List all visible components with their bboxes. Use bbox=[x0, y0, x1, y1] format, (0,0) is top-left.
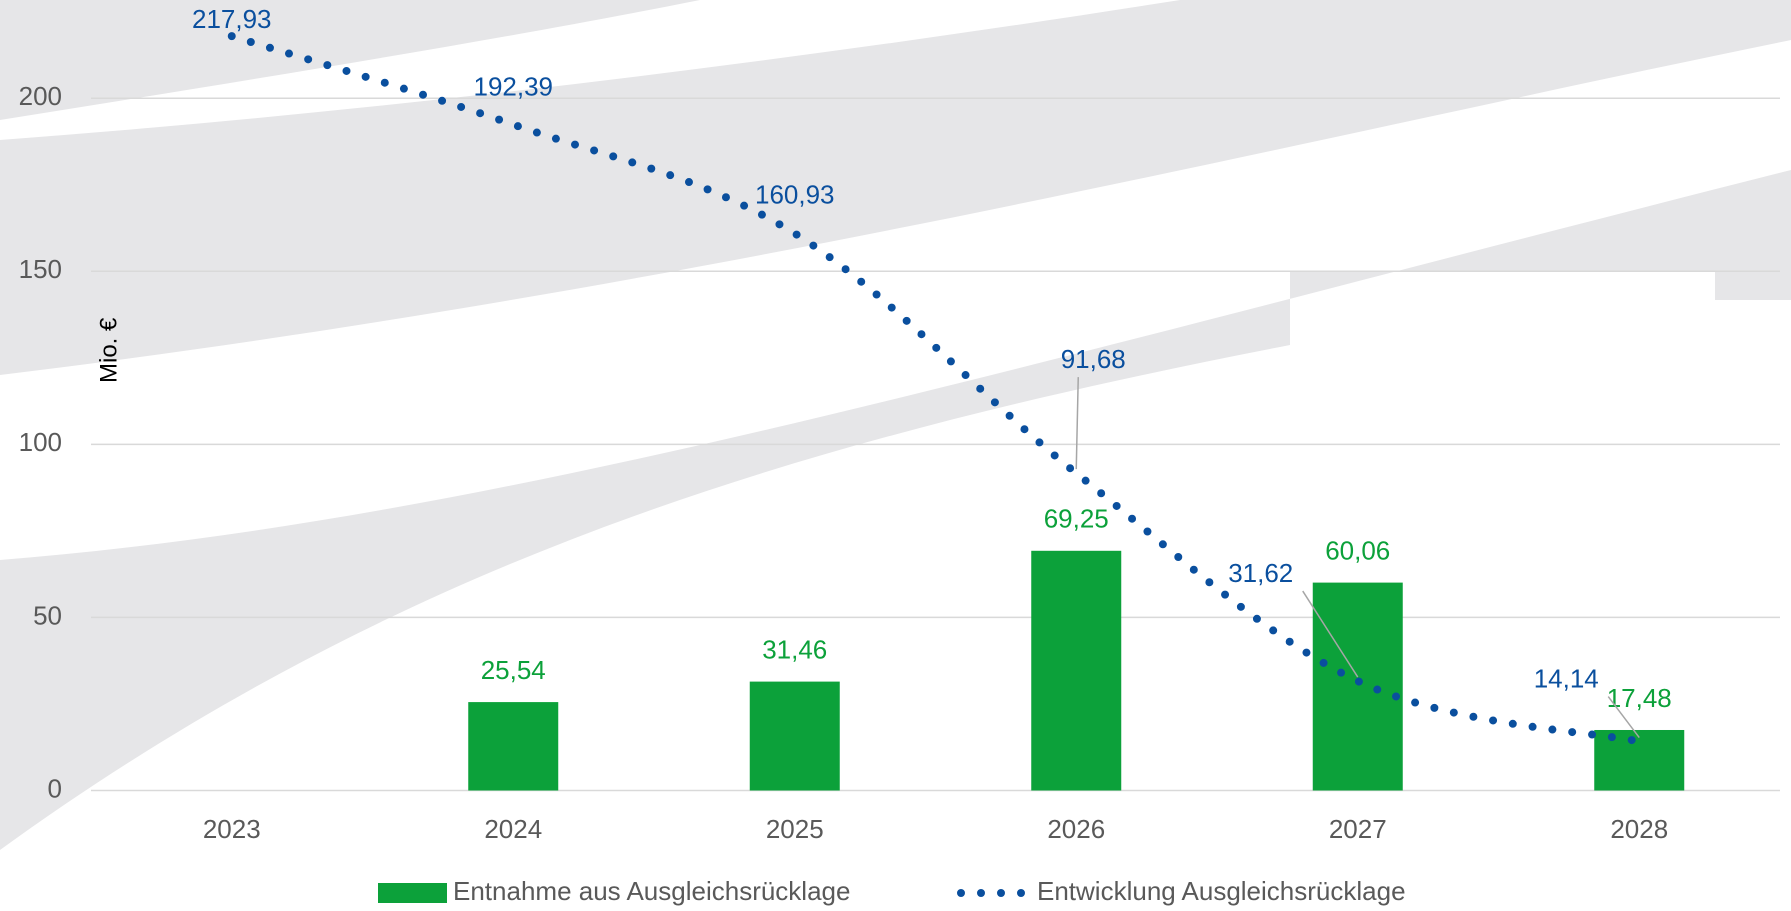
bar-value-label: 60,06 bbox=[1325, 535, 1390, 565]
bar bbox=[749, 681, 840, 791]
line-value-label: 160,93 bbox=[755, 179, 835, 209]
line-value-label: 91,68 bbox=[1061, 344, 1126, 374]
bar bbox=[1031, 550, 1122, 791]
line-value-label: 192,39 bbox=[473, 71, 553, 101]
x-tick-label: 2028 bbox=[1610, 814, 1668, 844]
bar bbox=[1312, 582, 1403, 791]
x-tick-label: 2025 bbox=[766, 814, 824, 844]
line-value-label: 217,93 bbox=[192, 4, 272, 34]
x-tick-label: 2024 bbox=[484, 814, 542, 844]
y-tick-label: 200 bbox=[19, 81, 62, 111]
bar-value-label: 25,54 bbox=[481, 655, 546, 685]
x-tick-label: 2027 bbox=[1329, 814, 1387, 844]
bar-value-label: 31,46 bbox=[762, 634, 827, 664]
x-tick-label: 2023 bbox=[203, 814, 261, 844]
leader-line bbox=[1607, 696, 1640, 739]
line bbox=[227, 32, 1644, 746]
leader-line bbox=[1302, 590, 1359, 678]
legend-label: Entwicklung Ausgleichsrücklage bbox=[1037, 876, 1406, 906]
bar bbox=[468, 702, 559, 791]
legend-label: Entnahme aus Ausgleichsrücklage bbox=[453, 876, 850, 906]
bar-value-label: 69,25 bbox=[1044, 504, 1109, 534]
x-tick-label: 2026 bbox=[1047, 814, 1105, 844]
background-swooshes bbox=[0, 0, 1791, 850]
y-tick-label: 0 bbox=[48, 773, 62, 803]
line-value-label: 14,14 bbox=[1534, 663, 1599, 693]
y-axis-label: Mio. € bbox=[95, 317, 122, 383]
legend-swatch bbox=[378, 883, 447, 903]
y-tick-label: 50 bbox=[33, 600, 62, 630]
line-value-label: 31,62 bbox=[1228, 558, 1293, 588]
y-tick-label: 100 bbox=[19, 427, 62, 457]
leader-line bbox=[1075, 377, 1079, 470]
y-tick-label: 150 bbox=[19, 254, 62, 284]
bar bbox=[1594, 729, 1685, 791]
